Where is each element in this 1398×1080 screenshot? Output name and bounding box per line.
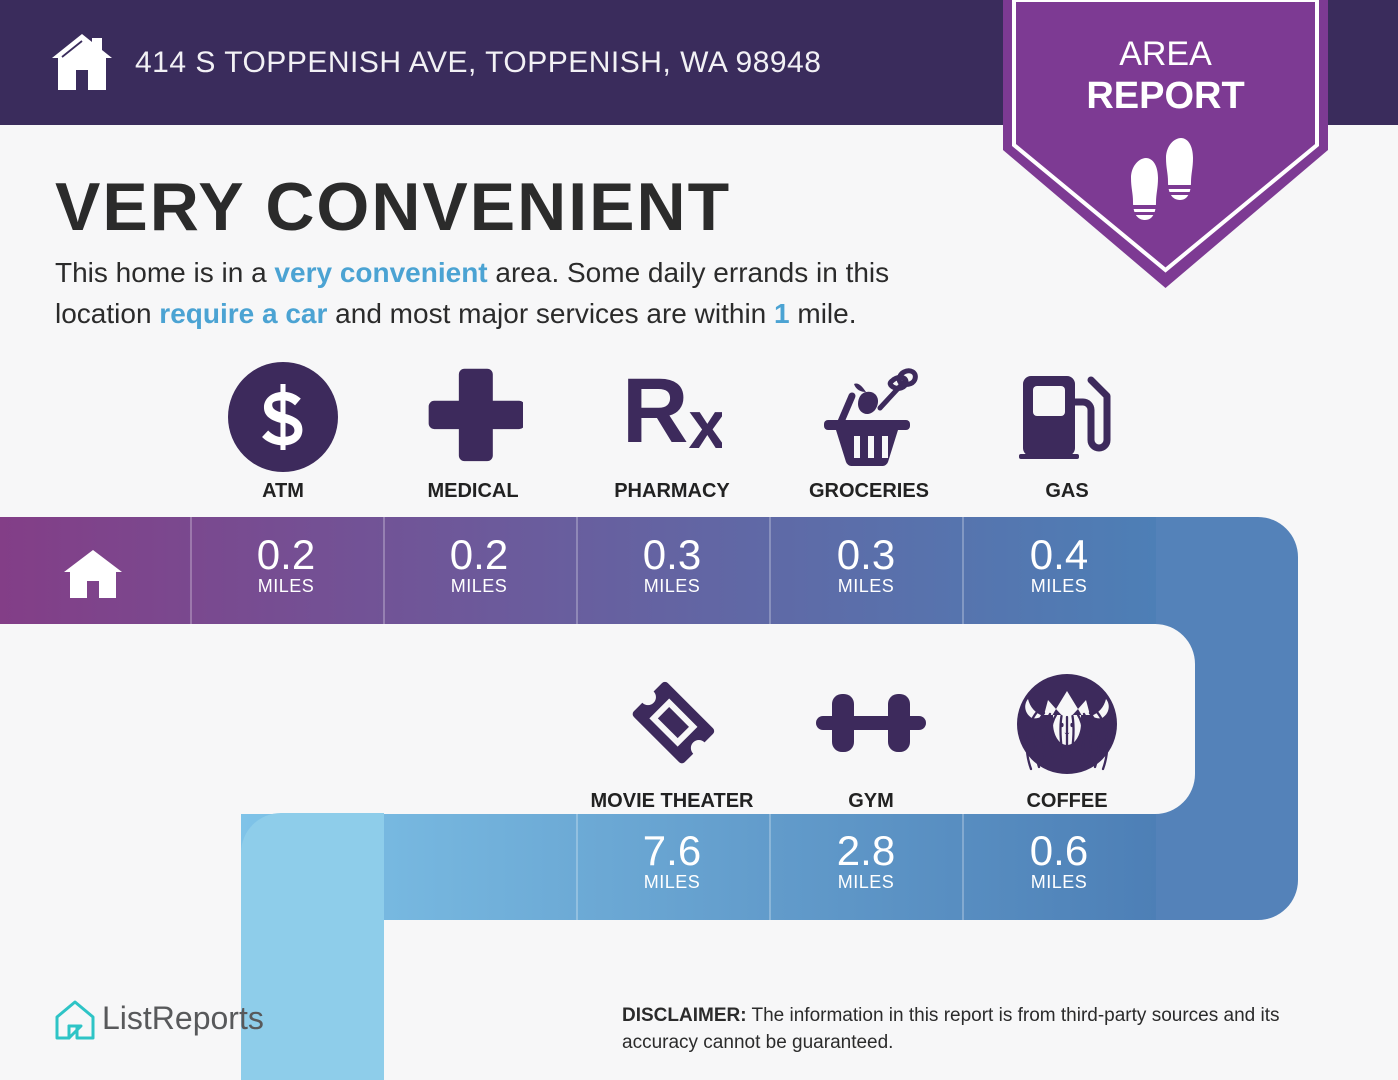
svg-text:Rx: Rx <box>622 362 722 463</box>
